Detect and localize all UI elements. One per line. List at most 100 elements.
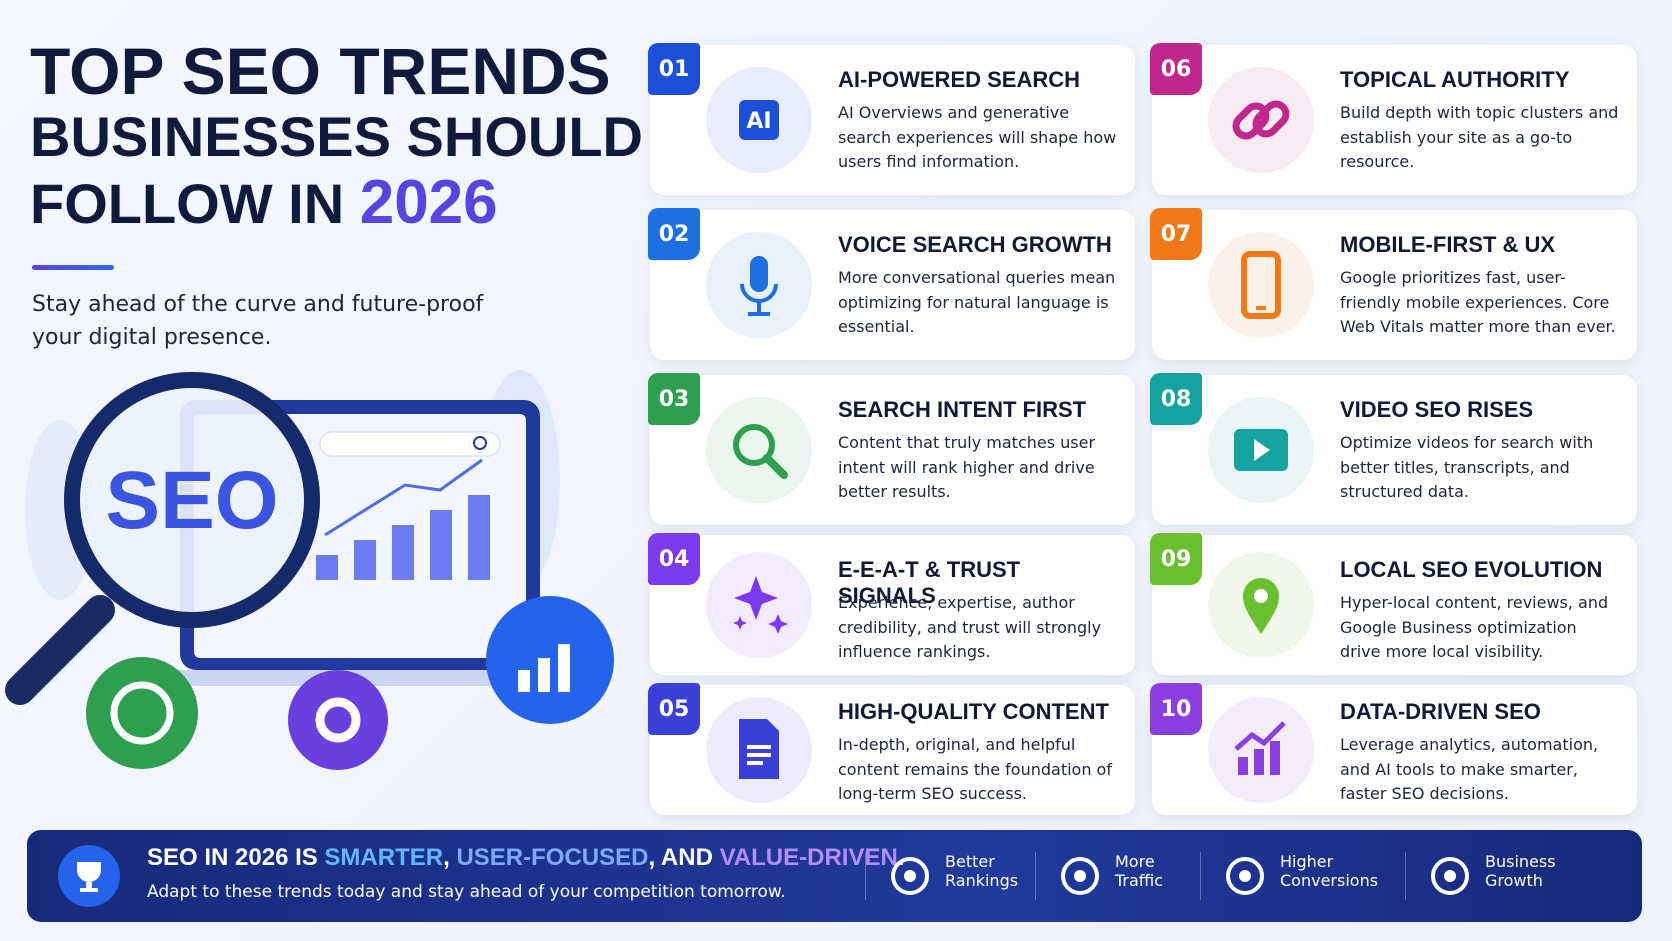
headline-part: SMARTER xyxy=(324,844,444,871)
title-line: TOP SEO TRENDS xyxy=(30,34,611,108)
badge-separator xyxy=(1035,852,1036,900)
growth-icon xyxy=(518,644,570,692)
trend-number: 04 xyxy=(648,533,700,585)
trend-icon xyxy=(706,232,812,338)
trend-icon xyxy=(1208,232,1314,338)
trend-card: 01 AI AI-POWERED SEARCH AI Overviews and ge… xyxy=(648,43,1135,195)
target-icon xyxy=(110,681,174,745)
trend-icon xyxy=(1208,552,1314,658)
trend-icon xyxy=(1208,397,1314,503)
badge-label: More Traffic xyxy=(1115,852,1163,890)
icon-text: AI xyxy=(746,109,771,134)
badge-line: More xyxy=(1115,852,1155,871)
trend-description: Content that truly matches user intent w… xyxy=(838,433,1096,501)
trend-number: 01 xyxy=(648,43,700,95)
trend-card: 10 DATA-DRIVEN SEO Leverage analytics, aut… xyxy=(1150,683,1637,815)
trend-number: 10 xyxy=(1150,683,1202,735)
bar xyxy=(354,540,376,580)
target-badge xyxy=(86,657,198,769)
badge-separator xyxy=(1405,852,1406,900)
trend-icon xyxy=(706,397,812,503)
trend-title: DATA-DRIVEN SEO xyxy=(1340,699,1541,724)
trend-description: Build depth with topic clusters and esta… xyxy=(1340,103,1619,171)
trend-description: Hyper-local content, reviews, and Google… xyxy=(1340,593,1609,661)
subtitle: Stay ahead of the curve and future-proof… xyxy=(32,292,484,350)
magnifier-handle xyxy=(5,595,115,705)
trend-card: 07 MOBILE-FIRST & UX Google prioritizes fa… xyxy=(1150,208,1637,360)
trend-title: VIDEO SEO RISES xyxy=(1340,397,1534,422)
title-year: 2026 xyxy=(359,168,498,237)
headline-part: . xyxy=(897,844,905,871)
badge-icon xyxy=(1226,857,1264,895)
headline-part: SEO IN 2026 IS xyxy=(147,844,325,871)
badge-line: Rankings xyxy=(945,871,1019,890)
trend-title: TOPICAL AUTHORITY xyxy=(1340,67,1570,92)
badge-separator xyxy=(865,852,866,900)
trend-number: 07 xyxy=(1150,208,1202,260)
badge-line: Higher xyxy=(1280,852,1334,871)
headline-part: VALUE-DRIVEN xyxy=(719,844,898,871)
badge-label: Higher Conversions xyxy=(1280,852,1378,890)
badge-icon xyxy=(1431,857,1469,895)
trend-title: SEARCH INTENT FIRST xyxy=(838,397,1087,422)
trend-title: MOBILE-FIRST & UX xyxy=(1340,232,1556,257)
trend-number: 08 xyxy=(1150,373,1202,425)
headline-part: , xyxy=(443,844,457,871)
trend-icon xyxy=(706,697,812,803)
footer-tagline: Adapt to these trends today and stay ahe… xyxy=(147,882,786,902)
trend-number: 09 xyxy=(1150,533,1202,585)
search-box xyxy=(319,431,501,457)
title-line: FOLLOW IN 2026 xyxy=(30,170,643,237)
gear-icon xyxy=(315,697,361,743)
magnifier xyxy=(64,372,320,628)
title-line-text: FOLLOW IN xyxy=(30,172,345,235)
trend-icon xyxy=(706,552,812,658)
trend-description: Experience, expertise, author credibilit… xyxy=(838,593,1102,661)
badge-line: Traffic xyxy=(1115,871,1164,890)
trend-description: In-depth, original, and helpful content … xyxy=(838,735,1112,803)
badge-icon xyxy=(891,857,929,895)
title-line: BUSINESSES SHOULD xyxy=(30,105,643,168)
trend-title: LOCAL SEO EVOLUTION xyxy=(1340,557,1603,582)
trend-number: 02 xyxy=(648,208,700,260)
trend-number: 06 xyxy=(1150,43,1202,95)
title: TOP SEO TRENDS BUSINESSES SHOULD FOLLOW … xyxy=(30,38,643,237)
illustration: SEO xyxy=(5,370,614,770)
trend-number: 05 xyxy=(648,683,700,735)
badge-line: Conversions xyxy=(1280,871,1379,890)
trend-description: Google prioritizes fast, user-friendly m… xyxy=(1340,268,1616,336)
headline-part: USER-FOCUSED xyxy=(456,844,649,871)
search-icon xyxy=(473,436,487,450)
footer-headline: SEO IN 2026 IS SMARTER, USER-FOCUSED, AN… xyxy=(147,844,904,872)
bar xyxy=(392,525,414,580)
trend-card: 05 HIGH-QUALITY CONTENT In-depth, original… xyxy=(648,683,1135,815)
trend-description: Leverage analytics, automation, and AI t… xyxy=(1340,735,1599,803)
trend-description: AI Overviews and generative search exper… xyxy=(838,103,1117,171)
bars xyxy=(316,495,490,580)
badge-line: Business xyxy=(1485,852,1556,871)
trend-number: 03 xyxy=(648,373,700,425)
trend-title: AI-POWERED SEARCH xyxy=(838,67,1081,92)
trend-title: VOICE SEARCH GROWTH xyxy=(838,232,1112,257)
trend-card: 02 VOICE SEARCH GROWTH More conversational… xyxy=(648,208,1135,360)
trend-title: HIGH-QUALITY CONTENT xyxy=(838,699,1109,724)
trend-card: 09 LOCAL SEO EVOLUTION Hyper-local content… xyxy=(1150,533,1637,675)
headline-part: , AND xyxy=(648,844,720,871)
bar xyxy=(430,510,452,580)
bar xyxy=(468,495,490,580)
trend-card: 04 E-E-A-T & TRUST SIGNALS Experience, exp… xyxy=(648,533,1135,675)
badge-line: Growth xyxy=(1485,871,1543,890)
trend-description: Optimize videos for search with better t… xyxy=(1340,433,1594,501)
badge-label: Better Rankings xyxy=(945,852,1018,890)
trend-card: 08 VIDEO SEO RISES Optimize videos for sea… xyxy=(1150,373,1637,525)
trophy-badge xyxy=(58,845,120,907)
badge-separator xyxy=(1200,852,1201,900)
trend-icon: AI xyxy=(706,67,812,173)
trend-line xyxy=(324,458,483,537)
trend-card: 06 TOPICAL AUTHORITY Build depth with topi… xyxy=(1150,43,1637,195)
bar xyxy=(316,555,338,580)
badge-label: Business Growth xyxy=(1485,852,1556,890)
trend-title: E-E-A-T & TRUST SIGNALS xyxy=(838,557,1021,608)
footer-banner: SEO IN 2026 IS SMARTER, USER-FOCUSED, AN… xyxy=(27,830,1642,922)
